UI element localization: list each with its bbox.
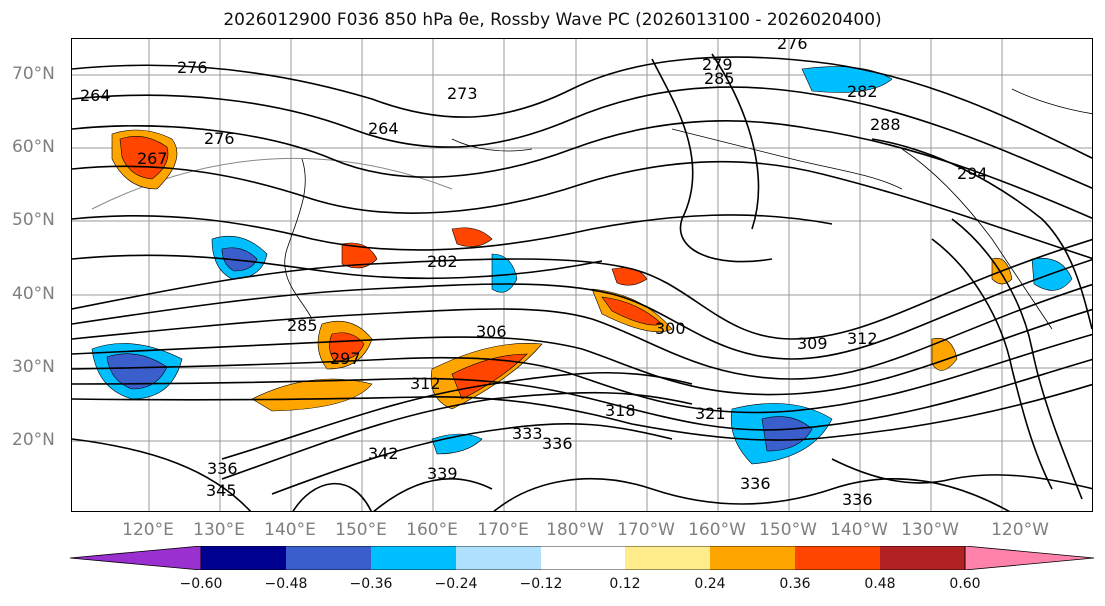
longitude-label: 160°W [688,520,746,540]
coastlines [284,88,1092,330]
latitude-label: 50°N [12,210,55,230]
latitude-label: 20°N [12,430,55,450]
map-title: 2026012900 F036 850 hPa θe, Rossby Wave … [223,10,882,30]
colorbar-tick-label: −0.24 [434,576,478,592]
map-panel: 276 279 285 282 288 294 276 273 264 264 … [71,38,1093,512]
latitude-label: 40°N [12,284,55,304]
contour-label: 276 [777,39,808,53]
longitude-label: 170°E [477,520,529,540]
colorbar-segment [69,546,202,570]
colorbar-tick-label: 0.12 [609,576,641,592]
contour-label: 321 [695,404,726,423]
contour-label: 306 [476,322,507,341]
colorbar-tick-label: −0.36 [349,576,393,592]
contour-label: 297 [330,349,361,368]
contour-label: 336 [542,434,573,453]
longitude-label: 180°W [546,520,604,540]
colorbar-tick-label: −0.12 [519,576,563,592]
latitude-label: 60°N [12,137,55,157]
longitude-label: 130°E [193,520,245,540]
latitude-label: 30°N [12,357,55,377]
colorbar-tick-label: 0.24 [694,576,726,592]
longitude-label: 120°E [122,520,174,540]
colorbar-segment [371,546,456,570]
contour-label: 273 [447,84,478,103]
longitude-label: 120°W [991,520,1049,540]
longitude-label: 130°W [901,520,959,540]
contour-label: 285 [704,69,735,88]
colorbar-segment [541,546,625,570]
contour-label: 267 [137,149,168,168]
contour-label: 282 [847,82,878,101]
contour-label: 300 [655,319,686,338]
contour-label: 312 [410,374,441,393]
contour-label: 285 [287,316,318,335]
colorbar-tick-label: 0.48 [864,576,896,592]
longitude-label: 140°E [264,520,316,540]
contour-label: 333 [512,424,543,443]
contour-label: 336 [740,474,771,493]
contour-label: 345 [206,481,237,500]
colorbar-segment [625,546,710,570]
contour-label: 279 [702,55,733,74]
contour-label: 342 [368,444,399,463]
colorbar-segment [456,546,541,570]
contour-label: 294 [957,164,988,183]
colorbar-segment [201,546,286,570]
longitude-label: 160°E [406,520,458,540]
contour-label-group: 276 279 285 282 288 294 276 273 264 264 … [80,39,988,509]
colorbar-tick-label: −0.60 [179,576,223,592]
contour-label: 276 [204,129,235,148]
colorbar [69,546,1095,570]
colorbar-segment [795,546,880,570]
longitude-label: 150°E [335,520,387,540]
longitude-label: 150°W [759,520,817,540]
theta-e-contours [72,53,1092,511]
contour-label: 312 [847,329,878,348]
colorbar-tick-label: −0.48 [264,576,308,592]
longitude-label: 140°W [830,520,888,540]
contour-label: 336 [842,490,873,509]
colorbar-frame [200,546,966,570]
colorbar-segment [964,546,1095,570]
contour-label: 276 [177,58,208,77]
contour-label: 282 [427,252,458,271]
colorbar-tick-label: 0.60 [949,576,981,592]
contour-label: 288 [870,115,901,134]
contour-label: 339 [427,464,458,483]
colorbar-segment [880,546,965,570]
colorbar-tick-label: 0.36 [779,576,811,592]
latitude-label: 70°N [12,64,55,84]
contour-label: 264 [80,86,111,105]
longitude-label: 170°W [617,520,675,540]
graticule [72,39,1092,511]
contour-label: 309 [797,334,828,353]
map-canvas: 276 279 285 282 288 294 276 273 264 264 … [72,39,1092,511]
colorbar-segment [710,546,795,570]
contour-label: 318 [605,401,636,420]
colorbar-segment [286,546,371,570]
contour-label: 264 [368,119,399,138]
contour-label: 336 [207,459,238,478]
